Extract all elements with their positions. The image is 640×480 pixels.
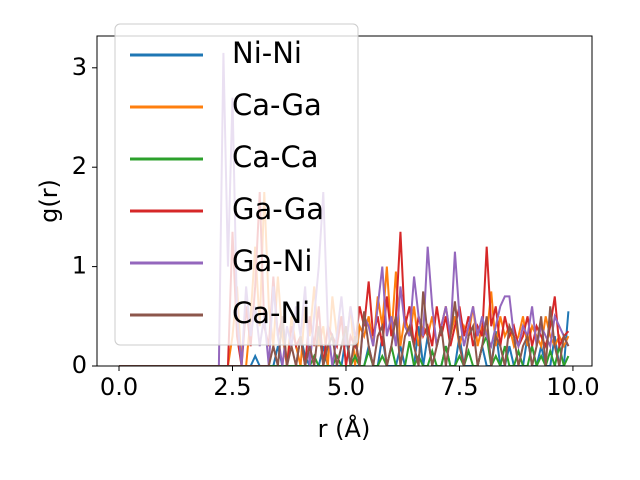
x-axis-label: r (Å) bbox=[318, 414, 371, 443]
legend-label: Ca-Ga bbox=[232, 88, 322, 122]
y-tick-label: 1 bbox=[72, 252, 87, 280]
legend-label: Ca-Ni bbox=[232, 296, 310, 330]
legend-label: Ca-Ca bbox=[232, 140, 319, 174]
y-tick-label: 2 bbox=[72, 152, 87, 180]
legend-box bbox=[114, 23, 359, 346]
legend-label: Ga-Ni bbox=[232, 244, 312, 278]
legend-label: Ni-Ni bbox=[232, 36, 302, 70]
x-tick-label: 5.0 bbox=[327, 373, 365, 401]
x-tick-label: 0.0 bbox=[100, 373, 138, 401]
legend-label: Ga-Ga bbox=[232, 192, 324, 226]
y-axis-label: g(r) bbox=[35, 179, 63, 223]
x-tick-label: 7.5 bbox=[440, 373, 478, 401]
x-tick-label: 10.0 bbox=[546, 373, 599, 401]
y-tick-label: 0 bbox=[72, 351, 87, 379]
x-tick-label: 2.5 bbox=[213, 373, 251, 401]
series-line bbox=[119, 332, 570, 366]
y-tick-label: 3 bbox=[72, 53, 87, 81]
